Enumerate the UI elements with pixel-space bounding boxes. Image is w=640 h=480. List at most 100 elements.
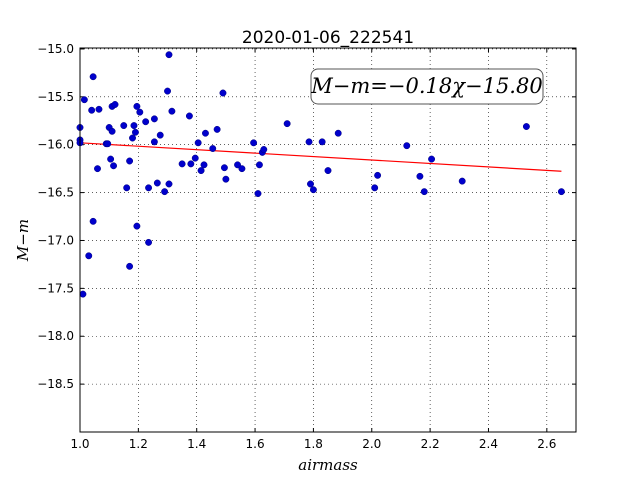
data-point: [428, 155, 436, 163]
data-point: [209, 145, 217, 152]
data-point: [416, 172, 424, 180]
data-point: [191, 154, 199, 162]
data-point: [522, 123, 530, 130]
data-point: [126, 262, 134, 270]
data-point: [458, 177, 466, 185]
data-point: [161, 188, 169, 196]
data-point: [150, 115, 158, 123]
data-point: [185, 112, 193, 120]
x-axis-label: airmass: [298, 456, 358, 474]
data-point: [85, 252, 93, 260]
data-point: [145, 238, 153, 246]
data-point: [255, 161, 263, 169]
data-point: [238, 165, 246, 173]
data-point: [89, 217, 97, 225]
data-point: [133, 222, 141, 230]
data-point: [168, 107, 176, 115]
y-tick-label: −15.5: [37, 90, 74, 104]
fit-line: [79, 142, 562, 172]
data-point: [420, 188, 428, 196]
y-tick-label: −16.0: [37, 138, 74, 152]
data-point: [283, 120, 291, 128]
y-tick-label: −16.5: [37, 186, 74, 200]
data-point: [164, 87, 171, 95]
y-tick-label: −18.0: [37, 329, 74, 343]
data-point: [200, 161, 208, 169]
y-tick-label: −17.0: [37, 233, 74, 247]
data-point: [220, 164, 228, 172]
data-point: [324, 167, 332, 175]
data-point: [94, 165, 101, 173]
data-point: [250, 139, 258, 147]
plot-frame: [79, 47, 577, 433]
y-tick-label: −18.5: [37, 377, 74, 391]
fit-equation-annotation: M−m=−0.18χ−15.80: [310, 74, 542, 98]
annotation-box: [310, 68, 544, 105]
chart-title: 2020-01-06_222541: [242, 28, 414, 48]
y-axis-label: M−m: [14, 219, 32, 262]
data-point: [305, 138, 313, 146]
x-tick-label: 2.0: [362, 437, 381, 451]
x-tick-label: 2.2: [421, 437, 440, 451]
data-point: [187, 160, 195, 168]
data-point: [156, 131, 164, 139]
data-point: [80, 96, 88, 104]
data-point: [254, 190, 262, 198]
data-point: [222, 175, 230, 183]
y-tick-labels: −15.0 −15.5 −16.0 −16.5 −17.0 −17.5 −18.0 −18.5: [37, 42, 74, 391]
data-point: [178, 160, 186, 168]
data-point: [111, 101, 119, 108]
data-point: [371, 184, 379, 192]
data-point: [120, 122, 128, 130]
data-point: [88, 106, 96, 114]
data-point: [309, 186, 317, 194]
x-tick-label: 2.4: [479, 437, 498, 451]
y-tick-label: −15.0: [37, 42, 74, 56]
data-point: [197, 167, 205, 175]
plot-area: [80, 48, 576, 432]
fit-line-group: [79, 142, 562, 172]
data-point: [89, 73, 97, 81]
x-tick-label: 1.8: [304, 437, 323, 451]
data-point: [110, 162, 118, 170]
data-points: [76, 51, 565, 298]
data-point: [107, 155, 115, 163]
x-tick-label: 1.0: [70, 437, 89, 451]
data-point: [318, 138, 326, 146]
x-tick-label: 1.2: [129, 437, 148, 451]
data-point: [95, 105, 103, 113]
data-point: [142, 118, 150, 126]
data-point: [307, 180, 314, 188]
grid-lines: [80, 48, 576, 432]
data-point: [234, 161, 242, 169]
data-point: [145, 184, 153, 192]
x-tick-labels: 1.0 1.2 1.4 1.6 1.8 2.0 2.2 2.4 2.6: [70, 437, 556, 451]
y-tick-label: −17.5: [37, 281, 74, 295]
data-point: [334, 129, 342, 137]
data-point: [104, 140, 112, 148]
data-point: [557, 188, 565, 196]
x-tick-label: 1.4: [187, 437, 206, 451]
data-point: [129, 134, 136, 142]
data-point: [123, 184, 131, 192]
data-point: [165, 180, 173, 188]
data-point: [79, 290, 87, 298]
data-point: [213, 125, 221, 133]
data-point: [131, 128, 139, 136]
data-point: [165, 51, 173, 59]
data-point: [403, 142, 411, 150]
data-point: [219, 89, 227, 97]
data-point: [108, 127, 116, 135]
data-point: [194, 139, 202, 147]
data-point: [126, 157, 134, 165]
data-point: [133, 102, 141, 110]
data-point: [130, 122, 138, 130]
data-point: [260, 146, 268, 153]
x-tick-label: 1.6: [246, 437, 265, 451]
data-point: [136, 108, 144, 116]
data-point: [153, 179, 161, 187]
data-point: [374, 171, 382, 179]
x-tick-label: 2.6: [537, 437, 556, 451]
data-point: [202, 129, 209, 137]
